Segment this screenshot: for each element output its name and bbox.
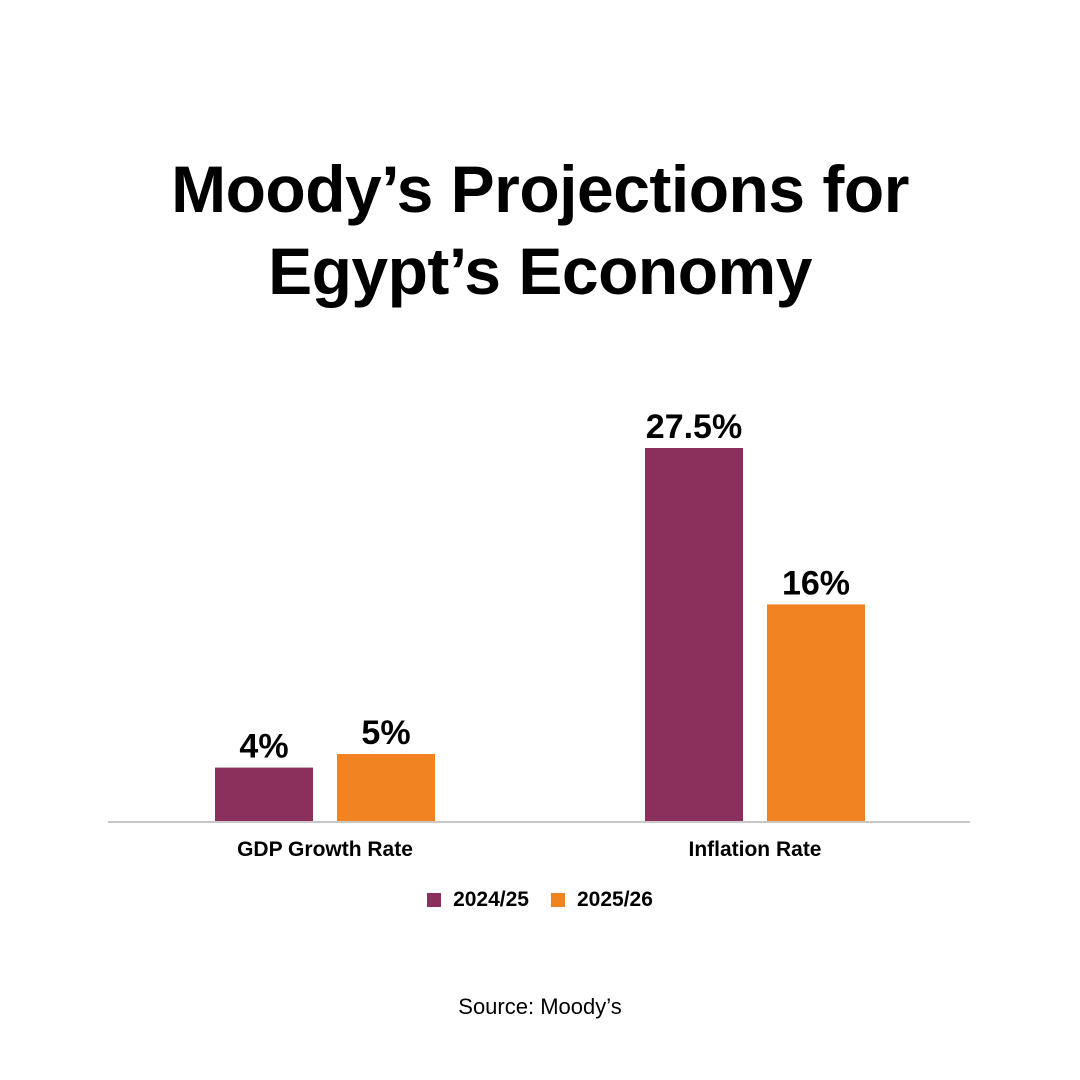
legend-item-2024-25: 2024/25 — [427, 888, 529, 912]
legend-swatch-2025-26 — [551, 893, 565, 907]
legend-label-2024-25: 2024/25 — [453, 888, 529, 911]
legend-item-2025-26: 2025/26 — [551, 888, 653, 912]
title-line-1: Moody’s Projections for — [171, 152, 909, 226]
bar-2025-26-inflation — [767, 604, 865, 822]
legend-swatch-2024-25 — [427, 893, 442, 907]
category-label-gdp-growth-rate: GDP Growth Rate — [237, 838, 413, 861]
category-labels-group: GDP Growth Rate Inflation Rate — [237, 838, 821, 861]
legend-label-2025-26: 2025/26 — [577, 888, 653, 911]
data-label-2024-25-gdp: 4% — [239, 728, 288, 766]
bar-2024-25-inflation — [645, 448, 743, 822]
category-label-inflation-rate: Inflation Rate — [688, 838, 821, 861]
source-note: Source: Moody’s — [458, 994, 622, 1019]
data-labels-group: 4% 5% 27.5% 16% — [239, 408, 850, 766]
bar-2025-26-gdp — [337, 754, 435, 822]
legend: 2024/25 2025/26 — [0, 888, 1080, 912]
bar-2024-25-gdp — [215, 767, 313, 822]
data-label-2024-25-inflation: 27.5% — [646, 408, 742, 446]
title-line-2: Egypt’s Economy — [268, 234, 812, 308]
chart-title: Moody’s Projections for Egypt’s Economy — [0, 148, 1080, 312]
data-label-2025-26-gdp: 5% — [361, 714, 410, 752]
bars-group — [215, 448, 865, 822]
data-label-2025-26-inflation: 16% — [782, 564, 850, 602]
